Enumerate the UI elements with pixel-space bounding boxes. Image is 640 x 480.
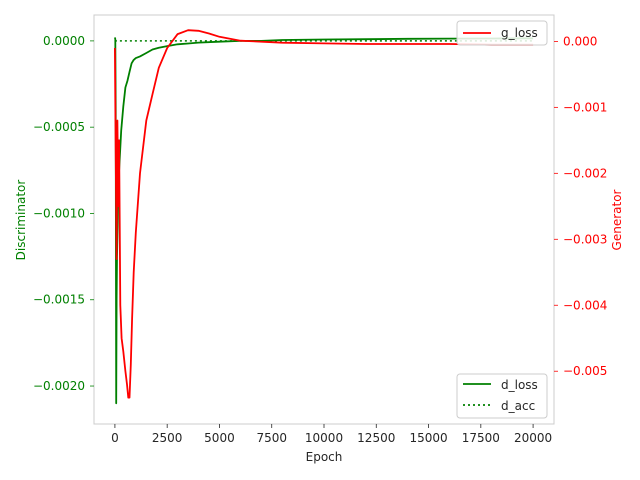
right-axis-ticks: 0.000 −0.001 −0.002 −0.003 −0.004 −0.005	[554, 34, 607, 378]
x-tick-label: 5000	[204, 431, 235, 445]
x-tick-label: 20000	[514, 431, 552, 445]
x-tick-label: 7500	[256, 431, 287, 445]
right-tick-label: 0.000	[563, 34, 597, 48]
left-tick-label: −0.0020	[33, 379, 85, 393]
left-tick-label: −0.0005	[33, 120, 85, 134]
right-tick-label: −0.005	[563, 364, 607, 378]
legend-discriminator: d_loss d_acc	[456, 373, 548, 419]
x-axis-label: Epoch	[306, 450, 343, 464]
legend-generator-box	[456, 20, 548, 46]
left-tick-label: −0.0010	[33, 206, 85, 220]
x-axis-ticks: 0 2500 5000 7500 10000 12500 15000 17500 20000	[111, 424, 552, 445]
x-tick-label: 12500	[357, 431, 395, 445]
right-axis-label: Generator	[610, 189, 624, 250]
legend-g-loss-label: g_loss	[501, 26, 538, 40]
x-tick-label: 10000	[305, 431, 343, 445]
left-tick-label: −0.0015	[33, 293, 85, 307]
right-tick-label: −0.004	[563, 298, 607, 312]
left-axis-label: Discriminator	[14, 180, 28, 261]
right-tick-label: −0.003	[563, 232, 607, 246]
series-g-loss-line	[114, 29, 534, 399]
legend-generator: g_loss	[456, 20, 548, 46]
series-layer	[114, 29, 534, 405]
x-tick-label: 17500	[462, 431, 500, 445]
right-tick-label: −0.001	[563, 100, 607, 114]
x-tick-label: 15000	[409, 431, 447, 445]
x-tick-label: 0	[111, 431, 119, 445]
left-axis-ticks: 0.0000 −0.0005 −0.0010 −0.0015 −0.0020	[33, 34, 94, 393]
right-tick-label: −0.002	[563, 166, 607, 180]
legend-d-loss-label: d_loss	[501, 378, 538, 392]
legend-discriminator-box	[456, 373, 548, 419]
left-tick-label: 0.0000	[43, 34, 85, 48]
legend-d-acc-label: d_acc	[501, 399, 535, 413]
x-tick-label: 2500	[152, 431, 183, 445]
